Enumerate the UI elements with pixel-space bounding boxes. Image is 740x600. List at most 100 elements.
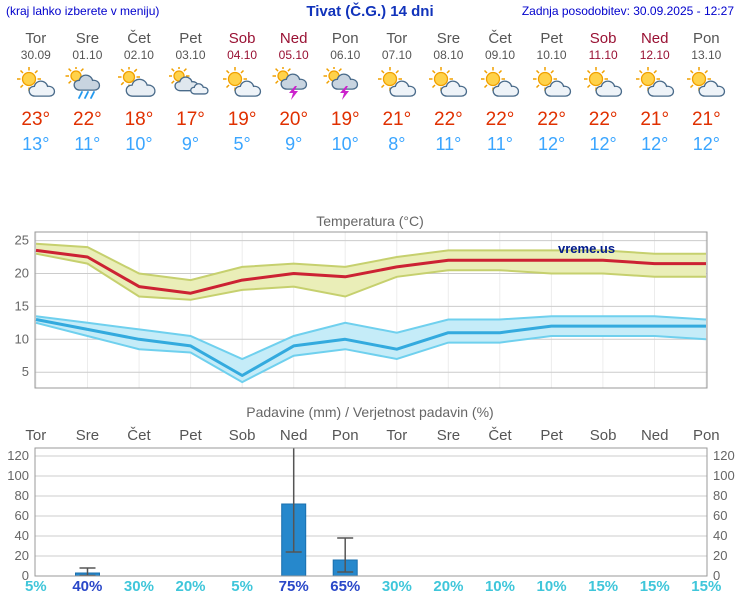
precip-probability: 15% <box>691 578 722 595</box>
precipitation-chart-title: Padavine (mm) / Verjetnost padavin (%) <box>246 404 494 420</box>
day-date: 10.10 <box>536 48 567 62</box>
precip-day-label: Sre <box>75 427 100 444</box>
day-name: Sre <box>436 30 461 47</box>
cloud-sun-icon <box>113 62 165 106</box>
sun-cloud-icon <box>474 62 526 106</box>
high-temp: 19° <box>227 109 257 130</box>
low-temp: 13° <box>22 134 50 154</box>
precip-probability: 15% <box>639 578 670 595</box>
day-name: Pet <box>179 30 202 47</box>
precip-day-label: Sob <box>589 427 617 444</box>
precip-probability: 30% <box>123 578 154 595</box>
temperature-chart: 5 10 15 20 25 <box>15 231 708 389</box>
precip-probability: 30% <box>381 578 412 595</box>
day-date: 09.10 <box>484 48 515 62</box>
precip-probability: 5% <box>231 578 253 595</box>
precip-probability: 10% <box>536 578 567 595</box>
sun-cloud-icon <box>629 62 681 106</box>
high-temp: 22° <box>588 109 618 130</box>
rain-sun-icon <box>62 62 114 106</box>
day-date: 04.10 <box>227 48 258 62</box>
low-temp: 11° <box>435 134 462 154</box>
precip-day-label: Pet <box>540 427 563 444</box>
precip-probability: 40% <box>72 578 103 595</box>
sun-cloud-icon <box>423 62 475 106</box>
storm-icon <box>268 62 320 106</box>
day-column: Pet 03.10 17° 9° <box>165 30 217 155</box>
precip-day-label: Pon <box>331 427 359 444</box>
day-column: Pet 10.10 22° 12° <box>526 30 578 155</box>
max-temp-line <box>35 248 706 295</box>
day-column: Sob 04.10 19° 5° <box>216 30 268 155</box>
precip-day-label: Čet <box>488 427 512 444</box>
sun-cloud-icon <box>577 62 629 106</box>
precip-probability: 75% <box>278 578 309 595</box>
precip-y-tick-right: 40 <box>713 528 727 543</box>
forecast-days-row: Tor 30.09 23° 13° Sre 01.10 22° 11° Čet 02.10 18° 1… <box>10 30 732 155</box>
day-date: 13.10 <box>691 48 722 62</box>
precip-y-tick-left: 60 <box>15 508 29 523</box>
low-temp: 12° <box>692 134 720 154</box>
day-date: 08.10 <box>433 48 464 62</box>
precip-y-tick-left: 80 <box>15 488 29 503</box>
day-column: Čet 02.10 18° 10° <box>113 30 165 155</box>
day-column: Sre 08.10 22° 11° <box>423 30 475 155</box>
max-temp-band-lower <box>35 252 706 301</box>
day-name: Tor <box>386 30 408 47</box>
storm-icon <box>319 62 371 106</box>
high-temp: 22° <box>73 109 102 130</box>
precip-day-label: Ned <box>279 427 308 444</box>
precip-y-tick-left: 40 <box>15 528 29 543</box>
precip-day-labels-row: Tor Sre Čet Pet Sob Ned Pon Tor Sre Čet Pet Sob Ned P… <box>10 427 732 444</box>
high-temp: 22° <box>537 109 566 130</box>
precip-day-label: Tor <box>386 427 408 444</box>
last-update: Zadnja posodobitev: 30.09.2025 - 12:27 <box>521 4 734 18</box>
sun-cloud-icon <box>526 62 578 106</box>
high-temp: 21° <box>640 109 670 130</box>
day-date: 02.10 <box>123 48 154 62</box>
precip-y-tick-right: 60 <box>713 508 727 523</box>
day-column: Sob 11.10 22° 12° <box>577 30 629 155</box>
temp-y-tick: 10 <box>15 331 29 346</box>
low-temp: 10° <box>331 134 359 154</box>
sun-cloud-icon <box>681 62 733 106</box>
precip-y-tick-right: 80 <box>713 488 727 503</box>
precip-plot-frame <box>34 447 708 577</box>
precip-probability-row: 5% 40% 30% 20% 5% 75% 65% 30% 20% 10% 10% 15% 15% 15% <box>10 578 732 595</box>
max-temp-band-upper <box>35 242 706 282</box>
watermark: vreme.us <box>558 241 616 256</box>
high-temp: 20° <box>279 109 309 130</box>
high-temp: 21° <box>382 109 412 130</box>
low-temp: 5° <box>233 134 251 154</box>
high-temp: 22° <box>485 109 515 130</box>
day-date: 01.10 <box>72 48 103 62</box>
day-date: 05.10 <box>278 48 309 62</box>
day-name: Ned <box>640 30 669 47</box>
day-date: 06.10 <box>330 48 361 62</box>
precip-day-label: Ned <box>640 427 669 444</box>
high-temp: 23° <box>21 109 51 130</box>
precip-probability: 10% <box>484 578 515 595</box>
precip-y-tick-right: 0 <box>713 568 720 581</box>
precip-y-tick-right: 120 <box>713 448 735 463</box>
day-date: 03.10 <box>175 48 206 62</box>
precip-y-tick-right: 20 <box>713 548 727 563</box>
day-name: Sob <box>228 30 256 47</box>
precipitation-chart: 0 0 20 20 40 40 60 60 80 80 100 100 120 120 <box>7 447 735 581</box>
day-date: 12.10 <box>639 48 670 62</box>
precip-day-label: Čet <box>127 427 151 444</box>
header-bar: (kraj lahko izberete v meniju) Tivat (Č.… <box>0 3 740 23</box>
low-temp: 10° <box>125 134 153 154</box>
day-column: Čet 09.10 22° 11° <box>474 30 526 155</box>
precip-probability: 65% <box>330 578 361 595</box>
min-temp-band <box>36 316 706 383</box>
cloudy-icon <box>165 62 217 106</box>
sun-cloud-icon <box>216 62 268 106</box>
min-temp-line <box>35 318 706 377</box>
precip-day-label: Tor <box>25 427 47 444</box>
day-name: Sob <box>589 30 617 47</box>
low-temp: 9° <box>285 134 303 154</box>
low-temp: 8° <box>388 134 406 154</box>
precip-probability: 20% <box>433 578 464 595</box>
